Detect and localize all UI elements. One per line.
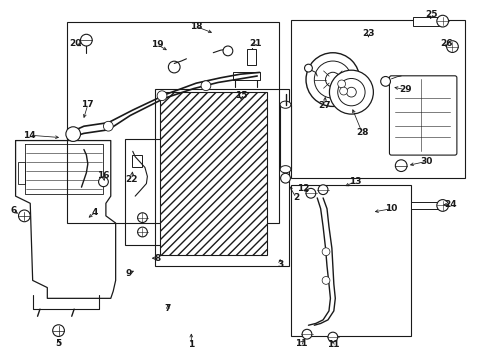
Text: 23: 23	[362, 29, 375, 38]
Bar	[247, 49, 256, 65]
Text: 11: 11	[295, 339, 307, 348]
Circle shape	[80, 34, 92, 46]
Circle shape	[325, 72, 340, 87]
Circle shape	[381, 77, 391, 86]
Circle shape	[53, 325, 64, 337]
Circle shape	[103, 121, 113, 131]
Circle shape	[138, 227, 147, 237]
Bar	[233, 72, 260, 80]
Text: 18: 18	[190, 22, 202, 31]
Bar	[160, 92, 267, 255]
Text: 1: 1	[188, 341, 195, 350]
Circle shape	[169, 61, 180, 73]
Text: 6: 6	[10, 206, 16, 215]
Circle shape	[446, 41, 458, 53]
Text: 30: 30	[420, 157, 433, 166]
Text: 11: 11	[327, 340, 339, 349]
Circle shape	[346, 87, 356, 97]
Text: 17: 17	[81, 100, 94, 109]
Text: 27: 27	[318, 101, 331, 110]
Ellipse shape	[280, 101, 291, 108]
Bar	[67, 22, 279, 223]
Text: 19: 19	[151, 40, 164, 49]
Bar	[411, 202, 442, 210]
Circle shape	[328, 332, 338, 342]
Text: 21: 21	[249, 39, 262, 48]
Text: 15: 15	[235, 91, 247, 100]
Circle shape	[395, 160, 407, 171]
Bar	[292, 21, 465, 178]
Circle shape	[19, 210, 30, 222]
Text: 16: 16	[97, 171, 110, 180]
Bar	[292, 185, 411, 336]
Text: 24: 24	[444, 200, 457, 209]
Circle shape	[322, 276, 330, 284]
Bar	[18, 162, 25, 184]
Circle shape	[437, 199, 448, 211]
FancyBboxPatch shape	[390, 76, 457, 155]
Circle shape	[302, 329, 312, 339]
Text: 12: 12	[297, 184, 310, 193]
Text: 2: 2	[293, 193, 299, 202]
Circle shape	[314, 61, 351, 98]
Ellipse shape	[280, 166, 291, 173]
Circle shape	[66, 127, 80, 141]
Circle shape	[138, 213, 147, 222]
Circle shape	[338, 80, 345, 88]
Circle shape	[329, 70, 373, 114]
Circle shape	[157, 91, 167, 100]
Text: 25: 25	[425, 10, 438, 19]
Text: 26: 26	[440, 39, 452, 48]
Text: 4: 4	[92, 208, 98, 217]
Circle shape	[318, 185, 328, 194]
Text: 5: 5	[55, 339, 62, 348]
Circle shape	[322, 248, 330, 256]
Text: 3: 3	[277, 260, 283, 269]
Bar	[125, 139, 172, 244]
Text: 14: 14	[23, 131, 36, 140]
Text: 13: 13	[348, 177, 361, 186]
Circle shape	[306, 53, 360, 107]
Text: 8: 8	[155, 254, 161, 263]
Bar	[132, 155, 142, 167]
Text: 20: 20	[69, 39, 81, 48]
Text: 10: 10	[385, 204, 397, 213]
Text: 22: 22	[125, 175, 138, 184]
Circle shape	[201, 81, 211, 91]
Circle shape	[281, 173, 291, 183]
Text: 29: 29	[399, 85, 412, 94]
Circle shape	[306, 188, 316, 198]
Text: 7: 7	[165, 304, 171, 313]
Circle shape	[223, 46, 233, 56]
Text: 9: 9	[125, 269, 132, 278]
Bar	[414, 17, 442, 26]
Circle shape	[437, 15, 448, 27]
Circle shape	[305, 64, 312, 72]
Circle shape	[340, 87, 347, 95]
Bar	[155, 89, 289, 266]
Text: 28: 28	[356, 128, 368, 137]
Circle shape	[338, 78, 365, 106]
Bar	[280, 105, 291, 169]
Circle shape	[98, 177, 108, 187]
